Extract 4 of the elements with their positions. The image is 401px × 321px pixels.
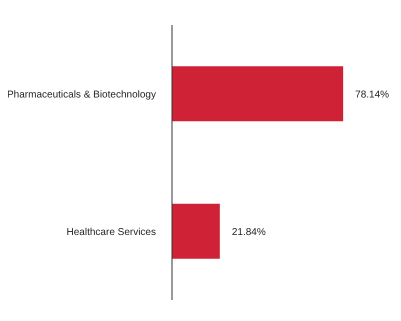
y-tick-label: Healthcare Services bbox=[66, 226, 156, 238]
data-label: 21.84% bbox=[232, 226, 266, 238]
data-label: 78.14% bbox=[355, 89, 390, 100]
y-tick-label: Pharmaceuticals & Biotechnology bbox=[7, 89, 156, 100]
